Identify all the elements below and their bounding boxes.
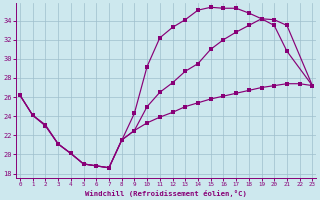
- X-axis label: Windchill (Refroidissement éolien,°C): Windchill (Refroidissement éolien,°C): [85, 190, 247, 197]
